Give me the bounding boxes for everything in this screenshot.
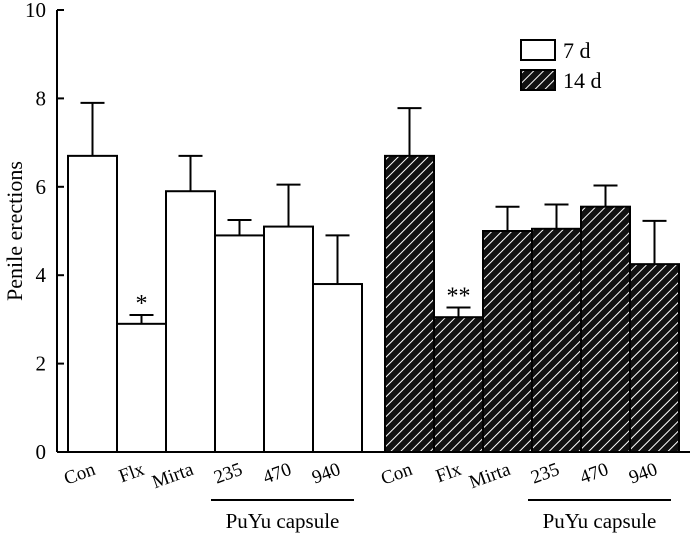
y-axis-label: Penile erections <box>2 161 27 301</box>
bar-7d-235 <box>214 234 265 453</box>
y-tick-label: 2 <box>36 352 47 376</box>
category-label: 940 <box>626 459 660 488</box>
legend-swatch-14d <box>520 69 556 91</box>
category-label: Con <box>61 459 98 490</box>
bar-14d-470 <box>580 205 631 453</box>
bar-7d-Flx <box>116 322 167 453</box>
significance-marker: * <box>136 291 148 317</box>
category-label: 470 <box>260 459 294 488</box>
bars <box>67 101 680 454</box>
legend: 7 d 14 d <box>520 38 602 93</box>
bar-7d-940 <box>312 283 363 454</box>
category-label: 470 <box>577 459 611 488</box>
y-tick-label: 6 <box>36 175 47 199</box>
category-label: 235 <box>211 459 245 488</box>
category-label: 940 <box>309 459 343 488</box>
legend-label: 14 d <box>563 68 602 93</box>
y-tick-label: 8 <box>36 86 47 110</box>
y-tick-label: 10 <box>25 0 46 22</box>
legend-swatch-7d <box>520 39 556 61</box>
y-tick-label: 4 <box>36 263 47 287</box>
group-label: PuYu capsule <box>226 509 340 533</box>
bar-7d-470 <box>263 225 314 453</box>
bar-14d-Mirta <box>482 230 533 453</box>
category-label: 235 <box>528 459 562 488</box>
bar-14d-235 <box>531 227 582 453</box>
category-label: Mirta <box>149 459 196 493</box>
category-label: Flx <box>116 459 147 488</box>
bar-14d-Con <box>384 154 435 454</box>
legend-label: 7 d <box>563 38 591 63</box>
y-tick-label: 0 <box>36 440 47 464</box>
category-label: Mirta <box>466 459 513 493</box>
group-label: PuYu capsule <box>543 509 657 533</box>
bar-14d-940 <box>629 263 680 453</box>
category-label: Con <box>378 459 415 490</box>
bar-7d-Con <box>67 154 118 454</box>
significance-marker: ** <box>447 283 471 309</box>
category-label: Flx <box>433 459 464 488</box>
bar-14d-Flx <box>433 316 484 453</box>
bar-7d-Mirta <box>165 190 216 453</box>
